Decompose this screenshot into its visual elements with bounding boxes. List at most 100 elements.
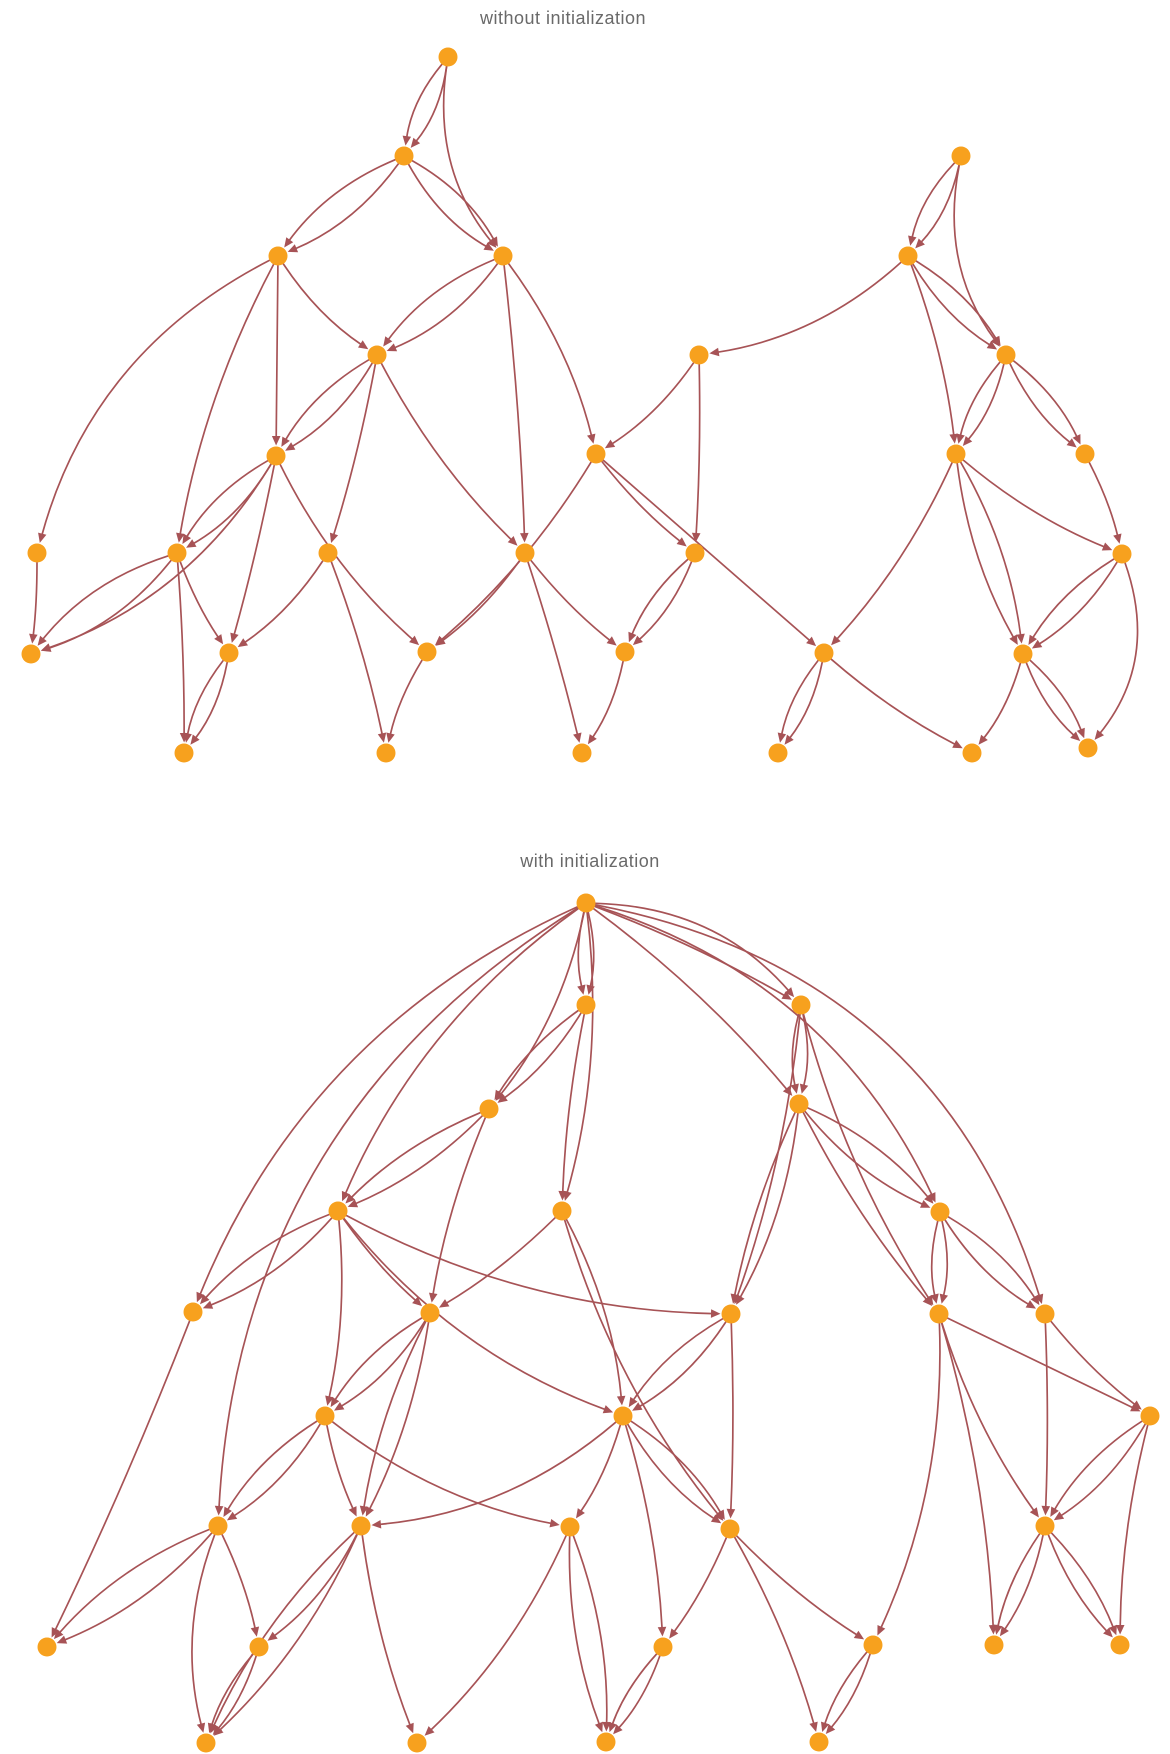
- graph-edge: [218, 1533, 358, 1732]
- graph-edge: [911, 162, 956, 240]
- edge-arrowhead-icon: [576, 1508, 585, 1519]
- graph-node: [266, 446, 286, 466]
- graph-node: [407, 1733, 427, 1753]
- edge-arrowhead-icon: [237, 638, 248, 648]
- graph-edge: [185, 459, 269, 539]
- graph-edge: [830, 658, 957, 746]
- graph-edge: [191, 1534, 216, 1727]
- graph-edge: [835, 461, 953, 641]
- graph-edge: [566, 911, 594, 1195]
- graph-edge: [41, 555, 169, 641]
- edge-arrowhead-icon: [781, 991, 792, 1000]
- graph-edge: [630, 1420, 722, 1515]
- graph-edge: [216, 1655, 257, 1731]
- graph-node: [183, 1302, 203, 1322]
- graph-edge: [349, 1111, 482, 1199]
- graph-node: [560, 1517, 580, 1537]
- graph-edge: [610, 361, 695, 446]
- graph-node: [898, 246, 918, 266]
- edge-arrowhead-icon: [182, 533, 191, 544]
- graph-edge: [829, 1653, 871, 1730]
- edge-arrowhead-icon: [489, 236, 498, 247]
- graph-edge: [226, 1420, 318, 1512]
- graph-node: [249, 1637, 269, 1657]
- graph-edge: [502, 1012, 582, 1100]
- edge-arrowhead-icon: [56, 1635, 68, 1644]
- graph-node: [420, 1303, 440, 1323]
- edge-arrowhead-icon: [1028, 634, 1037, 645]
- edge-arrowhead-icon: [1041, 1505, 1051, 1516]
- graph-node: [208, 1516, 228, 1536]
- edge-arrowhead-icon: [1094, 729, 1104, 740]
- graph-node: [376, 743, 396, 763]
- graph-node: [689, 345, 709, 365]
- graph-edge: [736, 1013, 801, 1298]
- graph-edge: [947, 1215, 1037, 1300]
- graph-node: [576, 893, 596, 913]
- graph-edge: [930, 1220, 939, 1298]
- edge-arrowhead-icon: [183, 732, 192, 743]
- edge-arrowhead-icon: [285, 442, 296, 451]
- graph-edge: [1047, 1534, 1109, 1633]
- graph-node: [515, 543, 535, 563]
- graph-edge: [594, 903, 1041, 1298]
- edge-arrowhead-icon: [214, 1505, 224, 1516]
- edge-arrowhead-icon: [992, 335, 1001, 346]
- graph-edge: [966, 363, 1005, 442]
- graph-edge: [1059, 1423, 1147, 1518]
- edge-arrowhead-icon: [186, 539, 197, 548]
- edge-arrowhead-icon: [1108, 1624, 1117, 1636]
- edge-arrowhead-icon: [999, 1626, 1009, 1637]
- graph-node: [962, 743, 982, 763]
- edge-arrowhead-icon: [439, 1299, 450, 1308]
- graph-edge: [626, 1423, 716, 1520]
- graph-node: [996, 345, 1016, 365]
- graph-edge: [915, 260, 998, 341]
- graph-edge: [959, 361, 1001, 438]
- graph-edge: [204, 1213, 331, 1300]
- graph-edge: [637, 560, 693, 641]
- edge-arrowhead-icon: [949, 433, 958, 444]
- edge-arrowhead-icon: [365, 1506, 374, 1517]
- graph-edge: [802, 1111, 929, 1302]
- graph-edge: [601, 460, 682, 543]
- edge-arrowhead-icon: [325, 1395, 334, 1406]
- edge-arrowhead-icon: [587, 433, 596, 444]
- graph-edge: [40, 259, 271, 537]
- edge-arrowhead-icon: [345, 1193, 356, 1204]
- edge-arrowhead-icon: [952, 740, 963, 749]
- edge-arrowhead-icon: [267, 1631, 278, 1641]
- graph-node: [417, 642, 437, 662]
- edge-arrowhead-icon: [920, 1200, 931, 1208]
- graph-node: [929, 1304, 949, 1324]
- graph-edge: [572, 1535, 608, 1725]
- graph-node: [615, 642, 635, 662]
- edge-arrowhead-icon: [1101, 542, 1113, 551]
- graph-edge: [1050, 1532, 1115, 1629]
- edge-arrowhead-icon: [608, 1721, 617, 1733]
- edge-arrowhead-icon: [176, 532, 185, 543]
- edge-arrowhead-icon: [284, 237, 294, 248]
- graph-edge: [716, 261, 902, 354]
- edge-arrowhead-icon: [853, 1630, 865, 1640]
- graph-edge: [284, 358, 370, 442]
- edge-arrowhead-icon: [1113, 533, 1122, 544]
- graph-node: [1140, 1406, 1160, 1426]
- graph-edge: [1003, 1534, 1044, 1631]
- graph-edge: [343, 1217, 607, 1411]
- graph-edge: [290, 362, 374, 448]
- edge-arrowhead-icon: [726, 1508, 736, 1519]
- graph-edge: [345, 1214, 714, 1315]
- graph-edge: [788, 661, 824, 740]
- edge-arrowhead-icon: [41, 643, 52, 652]
- edge-arrowhead-icon: [986, 340, 998, 350]
- graph-edge: [735, 1534, 859, 1637]
- edge-arrowhead-icon: [573, 732, 582, 743]
- edge-arrowhead-icon: [377, 732, 387, 743]
- edge-arrowhead-icon: [329, 532, 339, 543]
- edge-arrowhead-icon: [1076, 727, 1085, 739]
- graph-edge: [442, 65, 493, 243]
- graph-edge: [962, 459, 1107, 549]
